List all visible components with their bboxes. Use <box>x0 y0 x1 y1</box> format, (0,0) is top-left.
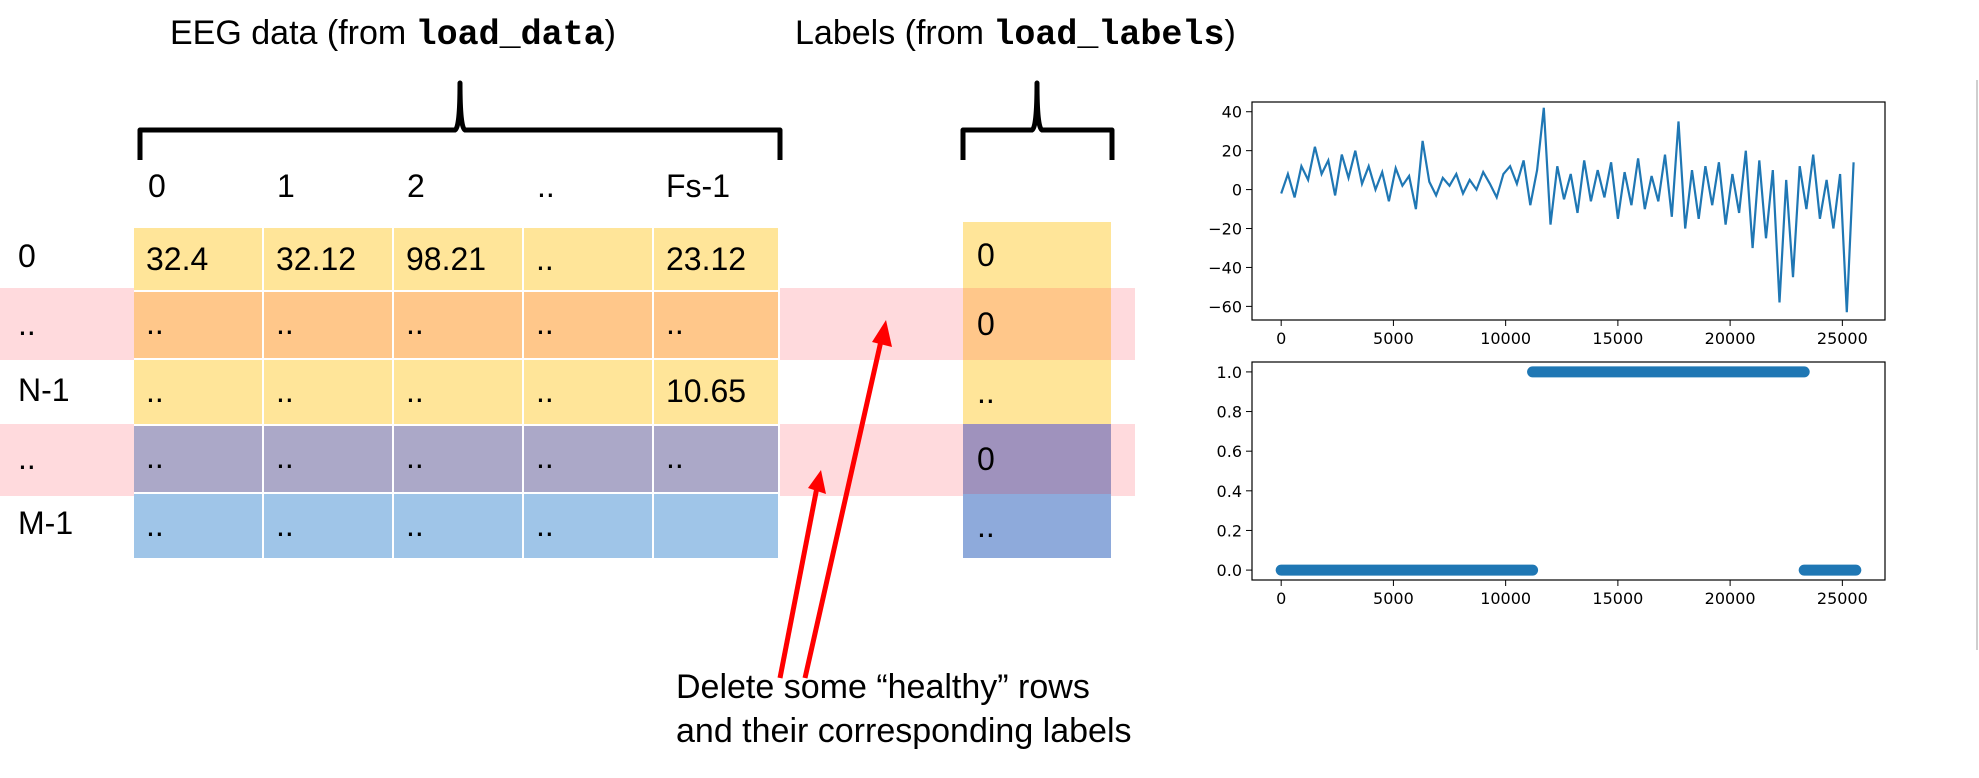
y-tick-label: 0.4 <box>1217 482 1242 501</box>
x-tick-label: 0 <box>1276 329 1286 348</box>
annotation-line-1: Delete some “healthy” rows <box>676 668 1090 706</box>
labels-brace <box>960 80 1115 160</box>
table-cell: .. <box>264 494 394 558</box>
table-cell: 98.21 <box>394 228 524 292</box>
arrowhead-2 <box>808 470 826 494</box>
y-tick-label: 0.2 <box>1217 521 1242 540</box>
x-tick-label: 5000 <box>1373 329 1414 348</box>
table-cell: .. <box>524 292 654 360</box>
y-tick-label: 0.8 <box>1217 403 1242 422</box>
row-label: .. <box>18 306 36 342</box>
row-label: N-1 <box>18 372 70 408</box>
table-cell: .. <box>394 426 524 494</box>
x-tick-label: 20000 <box>1705 589 1756 608</box>
x-tick-label: 15000 <box>1592 589 1643 608</box>
table-cell: .. <box>134 494 264 558</box>
table-cell: 10.65 <box>654 360 780 426</box>
plot-area <box>1280 107 1855 313</box>
eeg-data-brace <box>137 80 783 160</box>
eeg-signal-chart: 0 5000 10000 15000 20000 25000 40 20 0 −20 −40 −60 <box>1208 101 1886 348</box>
x-tick-label: 0 <box>1276 589 1286 608</box>
column-header: Fs-1 <box>666 168 730 204</box>
table-cell: .. <box>394 292 524 360</box>
column-header: 2 <box>407 168 425 204</box>
label-cell: 0 <box>963 288 1111 360</box>
plot-area <box>1275 366 1862 576</box>
table-cell: 23.12 <box>654 228 780 292</box>
table-cell: .. <box>524 360 654 426</box>
table-cell: .. <box>134 360 264 426</box>
row-label: 0 <box>18 238 36 274</box>
x-tick-label: 25000 <box>1817 329 1868 348</box>
table-cell: .. <box>524 426 654 494</box>
label-cell: .. <box>963 360 1111 424</box>
arrow-to-row-band-1 <box>802 331 886 679</box>
label-cell: .. <box>963 494 1111 558</box>
table-cell: 32.4 <box>134 228 264 292</box>
labels-function-name: load_labels <box>993 15 1225 55</box>
row-label: M-1 <box>18 505 74 541</box>
y-tick-label: 40 <box>1222 103 1242 122</box>
labels-signal-chart: 0 5000 10000 15000 20000 25000 1.0 0.8 0.6 0.4 0.2… <box>1217 361 1886 608</box>
edge-divider <box>1976 80 1978 650</box>
annotation-line-2: and their corresponding labels <box>676 712 1132 750</box>
column-header: .. <box>537 168 555 204</box>
y-tick-label: 1.0 <box>1217 363 1242 382</box>
x-tick-label: 15000 <box>1592 329 1643 348</box>
table-cell: .. <box>134 292 264 360</box>
table-cell <box>654 494 780 558</box>
table-cell: .. <box>264 426 394 494</box>
eeg-title-text: EEG data (from <box>170 14 416 52</box>
series-line <box>1280 107 1855 313</box>
table-cell: .. <box>524 228 654 292</box>
labels-title: Labels (from load_labels) <box>795 14 1236 55</box>
x-tick-label: 5000 <box>1373 589 1414 608</box>
eeg-title-suffix: ) <box>604 14 616 52</box>
row-label: .. <box>18 440 36 476</box>
x-tick-label: 10000 <box>1480 589 1531 608</box>
eeg-data-title: EEG data (from load_data) <box>170 14 616 55</box>
label-cell: 0 <box>963 222 1111 288</box>
table-cell: .. <box>654 426 780 494</box>
labels-title-suffix: ) <box>1224 14 1236 52</box>
y-tick-label: −40 <box>1208 258 1242 277</box>
y-tick-label: 0.6 <box>1217 442 1242 461</box>
y-tick-label: −60 <box>1208 297 1242 316</box>
column-header: 0 <box>148 168 166 204</box>
y-tick-label: 0.0 <box>1217 561 1242 580</box>
y-tick-label: 20 <box>1222 142 1242 161</box>
table-cell: .. <box>524 494 654 558</box>
axes-frame <box>1251 361 1886 581</box>
x-tick-label: 10000 <box>1480 329 1531 348</box>
arrowhead-1 <box>872 320 892 347</box>
column-header: 1 <box>277 168 295 204</box>
table-cell: .. <box>394 360 524 426</box>
table-cell: .. <box>394 494 524 558</box>
labels-title-text: Labels (from <box>795 14 994 52</box>
table-cell: .. <box>134 426 264 494</box>
eeg-function-name: load_data <box>415 15 605 55</box>
axes-frame <box>1251 101 1886 321</box>
table-cell: .. <box>654 292 780 360</box>
arrow-to-row-band-2 <box>777 481 821 679</box>
x-tick-label: 25000 <box>1817 589 1868 608</box>
table-cell: 32.12 <box>264 228 394 292</box>
table-cell: .. <box>264 360 394 426</box>
x-tick-label: 20000 <box>1705 329 1756 348</box>
y-tick-label: −20 <box>1208 220 1242 239</box>
table-cell: .. <box>264 292 394 360</box>
label-cell: 0 <box>963 424 1111 494</box>
y-tick-label: 0 <box>1232 181 1242 200</box>
